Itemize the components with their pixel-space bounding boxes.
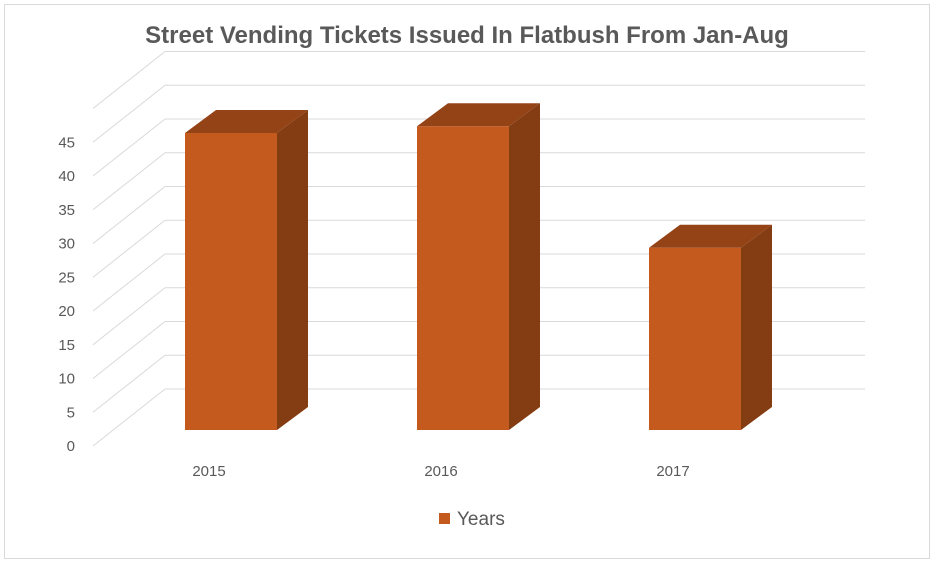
legend-swatch [439, 513, 450, 524]
legend-label: Years [457, 509, 505, 530]
bar-top [185, 110, 308, 133]
gridline-side [92, 253, 166, 312]
x-tick-label: 2016 [424, 463, 457, 480]
y-tick-label: 25 [58, 269, 75, 286]
bar-2016 [417, 103, 540, 430]
y-tick-label: 35 [58, 202, 75, 219]
y-tick-label: 15 [58, 337, 75, 354]
gridline-side [92, 84, 166, 143]
gridline-side [92, 354, 166, 413]
y-tick-label: 20 [58, 303, 75, 320]
bar-front [649, 247, 741, 430]
gridline-side [92, 51, 166, 109]
y-tick-label: 45 [58, 134, 75, 151]
bar-side [741, 224, 772, 430]
gridline-side [92, 287, 166, 346]
y-tick-label: 30 [58, 236, 75, 253]
gridline-side [92, 186, 166, 244]
y-tick-label: 40 [58, 168, 75, 185]
bar-side [509, 103, 540, 430]
gridline-side [92, 118, 166, 177]
bar-front [417, 126, 509, 430]
bar-front [185, 133, 277, 430]
y-tick-label: 5 [67, 404, 75, 421]
bar-2015 [185, 110, 308, 430]
gridline-side [92, 219, 166, 278]
x-tick-label: 2015 [192, 463, 225, 480]
bar-top [417, 103, 540, 127]
bar-side [277, 110, 308, 430]
y-tick-label: 0 [67, 438, 75, 455]
gridline-side [92, 152, 166, 211]
bar-2017 [649, 224, 772, 430]
chart-title: Street Vending Tickets Issued In Flatbus… [145, 22, 789, 49]
y-tick-label: 10 [58, 371, 75, 388]
bar-top [649, 224, 772, 248]
x-tick-label: 2017 [656, 463, 689, 480]
gridline-side [92, 388, 166, 447]
gridline-side [92, 321, 166, 379]
